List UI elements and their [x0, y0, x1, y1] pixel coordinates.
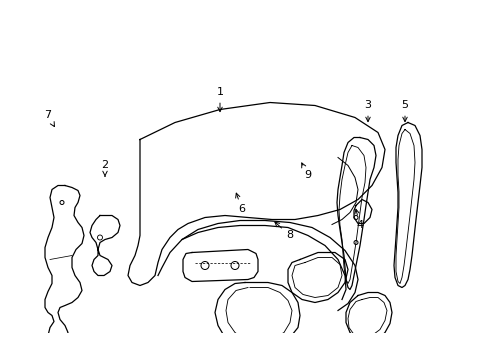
- Text: 5: 5: [401, 100, 407, 122]
- Text: 8: 8: [274, 222, 293, 240]
- Text: 4: 4: [354, 209, 363, 230]
- Text: 7: 7: [44, 111, 54, 127]
- Text: 6: 6: [235, 193, 245, 215]
- Text: 1: 1: [216, 87, 223, 112]
- Text: 9: 9: [301, 163, 311, 180]
- Text: 3: 3: [364, 100, 371, 122]
- Text: 2: 2: [101, 161, 108, 176]
